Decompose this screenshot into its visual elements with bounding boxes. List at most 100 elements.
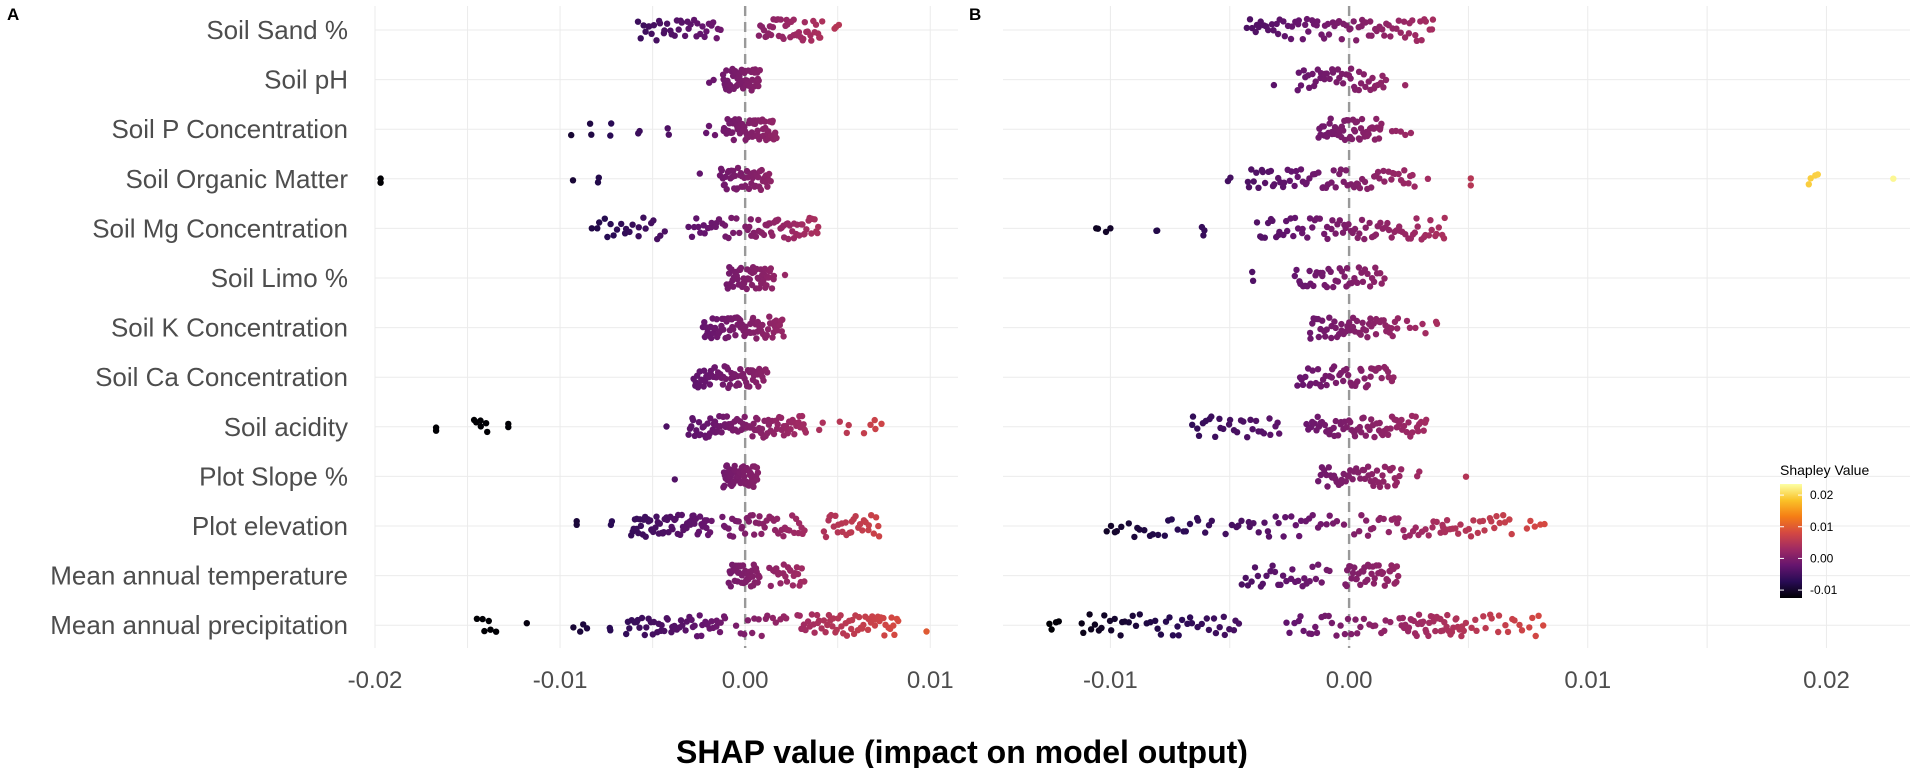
- shap-point-b: [1398, 416, 1405, 424]
- shap-point-b: [1125, 619, 1133, 626]
- shap-point-a: [695, 223, 702, 231]
- shap-point-b: [1261, 519, 1268, 526]
- shap-point-b: [1216, 415, 1223, 422]
- shap-point-b: [1358, 216, 1366, 224]
- shap-point-b: [1261, 234, 1269, 241]
- shap-point-b: [1368, 184, 1375, 191]
- shap-point-b: [1357, 475, 1364, 482]
- shap-point-a: [711, 131, 719, 139]
- shap-point-b: [1307, 380, 1314, 387]
- shap-point-a: [875, 522, 882, 530]
- shap-point-a: [754, 127, 761, 134]
- shap-point-b: [1352, 616, 1359, 623]
- shap-point-b: [1306, 578, 1313, 585]
- shap-point-b: [1321, 421, 1329, 429]
- shap-point-b: [1376, 175, 1383, 182]
- shap-point-a: [765, 170, 773, 178]
- shap-point-a: [671, 32, 678, 39]
- shap-point-b: [1307, 335, 1314, 342]
- shap-point-a: [711, 364, 718, 371]
- shap-point-b: [1402, 82, 1409, 89]
- shap-point-a: [755, 383, 762, 390]
- shap-point-b: [1526, 624, 1533, 631]
- shap-point-a: [774, 216, 782, 223]
- feature-label: Soil pH: [264, 65, 348, 95]
- shap-point-a: [865, 522, 872, 529]
- shap-point-b: [1347, 65, 1355, 72]
- shap-point-a: [694, 20, 701, 27]
- shap-point-b: [1328, 374, 1336, 381]
- shap-point-a: [730, 283, 737, 290]
- shap-point-b: [1378, 120, 1385, 128]
- shap-point-a: [687, 21, 694, 28]
- shap-point-b: [1361, 235, 1368, 243]
- shap-point-b: [1245, 184, 1253, 191]
- shap-point-b: [1330, 363, 1338, 370]
- shap-point-a: [769, 24, 777, 31]
- shap-point-b: [1527, 517, 1534, 525]
- shap-point-b: [1329, 217, 1336, 224]
- shap-point-a: [764, 612, 771, 619]
- shap-point-a: [842, 519, 849, 526]
- shap-point-b: [1373, 467, 1381, 474]
- shap-point-a: [808, 37, 815, 44]
- shap-point-b: [1330, 424, 1337, 432]
- shap-point-b: [1432, 627, 1439, 635]
- shap-point-a: [729, 129, 736, 136]
- shap-point-b: [1384, 577, 1392, 584]
- feature-label: Soil Ca Concentration: [95, 362, 348, 392]
- shap-point-a: [737, 264, 745, 272]
- shap-point-b: [1166, 614, 1173, 621]
- shap-point-b: [1470, 517, 1477, 524]
- shap-point-b: [1310, 282, 1317, 290]
- shap-point-b: [1292, 167, 1300, 175]
- shap-point-b: [1441, 528, 1449, 536]
- shap-point-b: [1175, 632, 1182, 639]
- shap-point-b: [1357, 623, 1364, 631]
- shap-point-b: [1390, 374, 1397, 381]
- x-tick-label: 0.00: [1326, 667, 1373, 694]
- x-tick-label: 0.01: [1564, 667, 1611, 694]
- shap-point-b: [1294, 87, 1301, 94]
- shap-point-b: [1440, 235, 1448, 242]
- shap-point-b: [1263, 572, 1270, 579]
- shap-point-a: [660, 529, 667, 536]
- shap-point-b: [1233, 429, 1241, 436]
- shap-point-a: [767, 582, 774, 590]
- shap-point-a: [835, 21, 843, 29]
- shap-point-b: [1395, 572, 1402, 580]
- shap-point-b: [1359, 278, 1367, 285]
- shap-point-a: [710, 329, 717, 336]
- shap-point-b: [1356, 184, 1364, 192]
- shap-point-b: [1400, 527, 1407, 534]
- shap-point-a: [812, 21, 820, 28]
- shap-point-a: [755, 77, 762, 84]
- shap-point-a: [623, 630, 630, 638]
- shap-point-b: [1189, 421, 1196, 428]
- shap-point-b: [1377, 219, 1384, 226]
- shap-point-b: [1297, 82, 1305, 89]
- shap-point-a: [710, 19, 717, 26]
- shap-point-b: [1186, 614, 1194, 621]
- shap-point-b: [1347, 75, 1354, 82]
- shap-point-b: [1332, 324, 1339, 332]
- shap-point-a: [718, 167, 725, 174]
- shap-point-a: [704, 420, 711, 427]
- shap-point-b: [1091, 621, 1099, 628]
- shap-point-a: [767, 265, 774, 272]
- shap-point-b: [1372, 331, 1380, 338]
- shap-point-b: [1261, 179, 1269, 187]
- shap-point-b: [1297, 517, 1305, 524]
- shap-point-b: [1268, 21, 1276, 28]
- shap-point-b: [1178, 616, 1186, 624]
- shap-point-a: [795, 29, 803, 36]
- shap-point-a: [865, 526, 872, 534]
- shap-point-b: [1413, 37, 1421, 44]
- shap-point-b: [1201, 227, 1208, 234]
- shap-point-b: [1496, 519, 1503, 527]
- shap-point-b: [1414, 223, 1421, 230]
- shap-point-a: [664, 125, 671, 132]
- shap-point-b: [1205, 626, 1213, 634]
- shap-point-b: [1291, 182, 1298, 190]
- shap-point-a: [725, 333, 732, 341]
